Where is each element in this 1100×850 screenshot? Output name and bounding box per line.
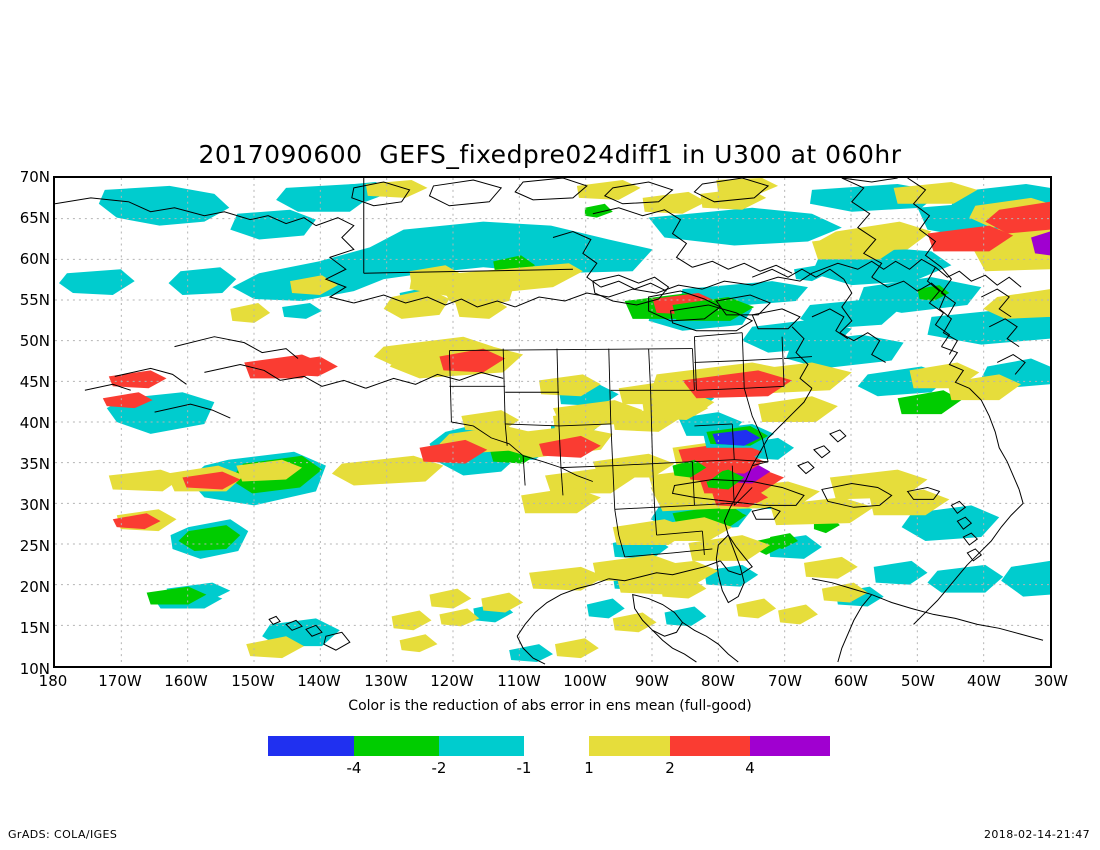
colorbar-segment-red	[670, 736, 750, 756]
colorbar-positive	[589, 736, 830, 756]
x-tick-60w: 60W	[834, 672, 868, 690]
y-tick-40n: 40N	[19, 414, 50, 432]
y-tick-10n: 10N	[19, 660, 50, 678]
y-tick-30n: 30N	[19, 496, 50, 514]
colorbar-label-pos2: 2	[665, 759, 675, 777]
page-title: 2017090600 GEFS_fixedpre024diff1 in U300…	[198, 140, 902, 169]
y-tick-55n: 55N	[19, 291, 50, 309]
y-tick-20n: 20N	[19, 578, 50, 596]
y-tick-35n: 35N	[19, 455, 50, 473]
colorbar-segment-cyan	[439, 736, 524, 756]
footer-timestamp: 2018-02-14-21:47	[984, 828, 1090, 841]
colorbar-caption: Color is the reduction of abs error in e…	[348, 698, 752, 714]
x-tick-50w: 50W	[901, 672, 935, 690]
colorbar-segment-green	[354, 736, 439, 756]
y-tick-15n: 15N	[19, 619, 50, 637]
x-tick-110w: 110W	[497, 672, 541, 690]
coastline-layer	[55, 178, 1044, 665]
colorbar-negative	[268, 736, 524, 756]
colorbar-label-neg1: -1	[516, 759, 532, 777]
map-canvas	[55, 178, 1050, 666]
x-tick-130w: 130W	[364, 672, 408, 690]
x-tick-170w: 170W	[98, 672, 142, 690]
colorbar-segment-purple	[750, 736, 830, 756]
y-tick-45n: 45N	[19, 373, 50, 391]
colorbar-segment-yellow	[589, 736, 670, 756]
colorbar-label-pos1: 1	[584, 759, 594, 777]
x-tick-160w: 160W	[164, 672, 208, 690]
x-tick-30w: 30W	[1034, 672, 1068, 690]
colorbar-segment-blue	[268, 736, 354, 756]
x-tick-120w: 120W	[430, 672, 474, 690]
contour-fill-layer	[58, 178, 1050, 663]
irma-core	[672, 423, 775, 490]
y-tick-50n: 50N	[19, 332, 50, 350]
x-tick-140w: 140W	[297, 672, 341, 690]
x-tick-180: 180	[38, 672, 68, 690]
map-plot-area	[53, 176, 1052, 668]
y-tick-60n: 60N	[19, 250, 50, 268]
colorbar-label-pos4: 4	[745, 759, 755, 777]
x-tick-40w: 40W	[967, 672, 1001, 690]
gridlines	[55, 178, 1050, 666]
colorbar-label-neg4: -4	[346, 759, 362, 777]
x-tick-90w: 90W	[635, 672, 669, 690]
x-tick-70w: 70W	[768, 672, 802, 690]
x-tick-80w: 80W	[701, 672, 735, 690]
y-tick-65n: 65N	[19, 209, 50, 227]
x-tick-150w: 150W	[231, 672, 275, 690]
x-tick-100w: 100W	[563, 672, 607, 690]
y-tick-25n: 25N	[19, 537, 50, 555]
y-tick-70n: 70N	[19, 168, 50, 186]
colorbar-label-neg2: -2	[431, 759, 447, 777]
footer-attribution: GrADS: COLA/IGES	[8, 828, 118, 841]
